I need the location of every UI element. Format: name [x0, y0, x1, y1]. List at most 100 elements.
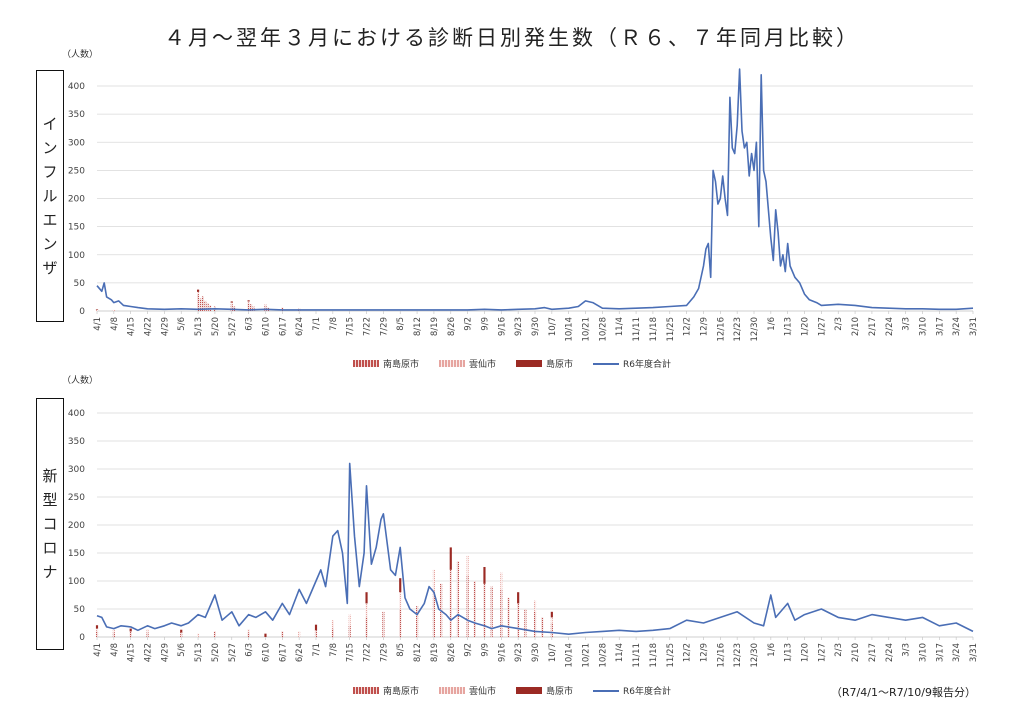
y-tick-label: 300 [68, 465, 85, 475]
x-tick-label: 6/3 [245, 643, 255, 657]
bar-南島原市 [281, 631, 284, 637]
y-tick-label: 0 [79, 633, 85, 643]
bar-南島原市 [146, 632, 149, 637]
bar-雲仙市 [298, 631, 301, 637]
x-tick-label: 2/10 [851, 317, 861, 336]
x-tick-label: 11/11 [632, 317, 642, 342]
x-tick-label: 6/10 [261, 643, 271, 662]
bar-南島原市 [129, 631, 132, 637]
x-tick-label: 10/21 [582, 643, 592, 668]
bar-南島原市 [490, 586, 493, 637]
x-tick-label: 7/15 [346, 643, 356, 662]
x-tick-label: 7/1 [312, 643, 322, 657]
x-tick-label: 3/3 [902, 643, 912, 657]
legend-item-unzen: 雲仙市 [439, 357, 496, 370]
x-tick-label: 9/30 [531, 643, 541, 662]
bar-島原市 [196, 289, 200, 292]
x-tick-label: 12/2 [683, 643, 693, 662]
x-tick-label: 2/17 [868, 317, 878, 336]
y-tick-label: 250 [68, 493, 85, 503]
x-tick-label: 4/22 [144, 317, 154, 336]
x-tick-label: 4/29 [160, 643, 170, 662]
bar-南島原市 [483, 583, 486, 637]
x-tick-label: 5/13 [194, 317, 204, 336]
x-tick-label: 4/8 [110, 643, 120, 657]
x-tick-label: 11/4 [615, 643, 625, 662]
x-tick-label: 1/20 [801, 643, 811, 662]
x-tick-label: 4/29 [160, 317, 170, 336]
x-tick-label: 11/25 [666, 317, 676, 342]
x-tick-label: 12/9 [699, 643, 709, 662]
x-tick-label: 2/17 [868, 643, 878, 662]
x-tick-label: 3/10 [918, 317, 928, 336]
bar-南島原市 [213, 631, 217, 637]
x-tick-label: 6/3 [245, 317, 255, 331]
bar-南島原市 [432, 592, 436, 637]
y-tick-label: 200 [68, 521, 85, 531]
x-tick-label: 4/1 [93, 317, 103, 331]
x-tick-label: 10/7 [548, 317, 558, 336]
x-tick-label: 9/16 [497, 317, 507, 336]
x-tick-label: 10/7 [548, 643, 558, 662]
bar-南島原市 [550, 623, 553, 637]
x-tick-label: 6/10 [261, 317, 271, 336]
x-tick-label: 12/2 [683, 317, 693, 336]
x-tick-label: 7/29 [379, 643, 389, 662]
bar-南島原市 [382, 611, 385, 637]
x-tick-label: 1/27 [817, 317, 827, 336]
bar-島原市 [483, 567, 486, 584]
x-tick-label: 9/2 [464, 643, 474, 657]
bar-雲仙市 [331, 620, 334, 629]
x-tick-label: 2/10 [851, 643, 861, 662]
bar-島原市 [95, 625, 99, 629]
bar-島原市 [314, 624, 318, 631]
x-tick-label: 4/22 [144, 643, 154, 662]
bar-南島原市 [206, 303, 209, 311]
x-tick-label: 9/9 [480, 643, 490, 657]
legend-label: R6年度合計 [623, 687, 672, 697]
bar-南島原市 [201, 296, 204, 311]
x-tick-label: 5/6 [177, 643, 187, 657]
bar-雲仙市 [196, 291, 200, 295]
x-tick-label: 8/19 [430, 317, 440, 336]
bar-島原市 [129, 628, 132, 632]
x-tick-label: 7/22 [363, 317, 373, 336]
bar-島原市 [180, 629, 183, 633]
legend-swatch [439, 360, 465, 367]
y-tick-label: 400 [68, 409, 85, 419]
legend-influenza: 南島原市 雲仙市 島原市 R6年度合計 [0, 357, 1024, 370]
x-tick-label: 5/6 [177, 317, 187, 331]
legend-item-shimabara: 島原市 [516, 357, 573, 370]
x-tick-label: 10/14 [565, 317, 575, 342]
bar-南島原市 [541, 617, 544, 637]
x-tick-label: 9/30 [531, 317, 541, 336]
bar-雲仙市 [146, 629, 149, 633]
y-tick-label: 100 [68, 577, 85, 587]
bar-雲仙市 [95, 309, 99, 311]
x-tick-label: 2/3 [834, 317, 844, 331]
x-tick-label: 3/17 [935, 317, 945, 336]
bar-南島原市 [314, 630, 318, 637]
x-tick-label: 8/5 [396, 643, 406, 657]
x-tick-label: 6/17 [278, 317, 288, 336]
bar-雲仙市 [95, 628, 99, 632]
bar-南島原市 [466, 575, 469, 637]
bar-南島原市 [348, 625, 351, 637]
bar-島原市 [449, 547, 452, 570]
legend-line [593, 362, 620, 365]
bar-雲仙市 [466, 555, 469, 576]
x-tick-label: 8/12 [413, 317, 423, 336]
chart-title: ４月～翌年３月における診断日別発生数（Ｒ６、７年同月比較） [164, 26, 860, 50]
bar-雲仙市 [399, 592, 402, 609]
legend-label: R6年度合計 [623, 360, 672, 370]
line-series-r6-total [96, 462, 974, 636]
legend-label: 南島原市 [382, 687, 419, 697]
bar-島原市 [95, 309, 99, 310]
bar-南島原市 [199, 298, 202, 311]
legend-item-minamishimabara: 南島原市 [352, 357, 419, 370]
bar-南島原市 [204, 300, 207, 311]
x-tick-label: 8/26 [447, 643, 457, 662]
bar-南島原市 [524, 609, 527, 637]
legend-swatch [516, 360, 543, 367]
y-tick-label: 200 [68, 195, 85, 205]
